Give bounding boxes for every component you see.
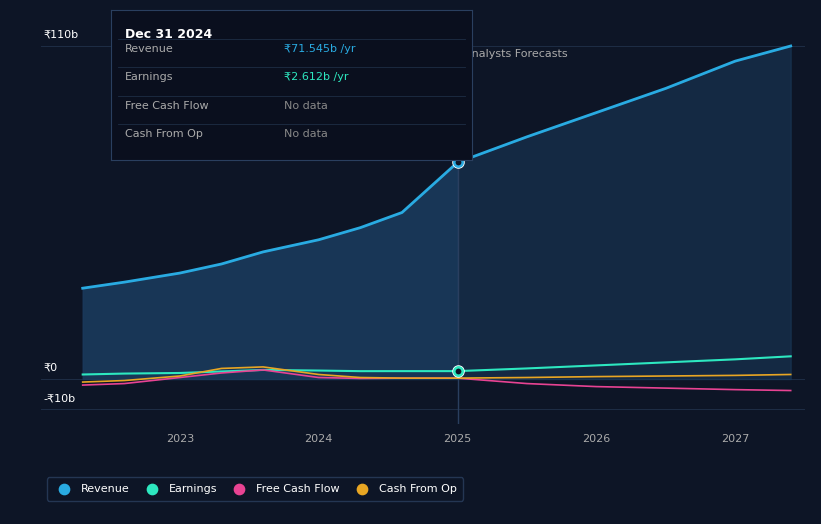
Text: Revenue: Revenue: [126, 44, 174, 54]
Text: Dec 31 2024: Dec 31 2024: [126, 28, 213, 41]
Text: ₹0: ₹0: [44, 363, 58, 373]
Text: Past: Past: [427, 49, 451, 59]
Text: ₹2.612b /yr: ₹2.612b /yr: [284, 72, 349, 82]
Text: No data: No data: [284, 101, 328, 111]
Text: Earnings: Earnings: [126, 72, 174, 82]
Text: No data: No data: [284, 129, 328, 139]
Text: ₹110b: ₹110b: [44, 30, 79, 40]
Text: ₹71.545b /yr: ₹71.545b /yr: [284, 44, 355, 54]
Text: Analysts Forecasts: Analysts Forecasts: [465, 49, 568, 59]
Text: Cash From Op: Cash From Op: [126, 129, 203, 139]
Legend: Revenue, Earnings, Free Cash Flow, Cash From Op: Revenue, Earnings, Free Cash Flow, Cash …: [47, 477, 463, 500]
Text: -₹10b: -₹10b: [44, 393, 76, 403]
Text: Free Cash Flow: Free Cash Flow: [126, 101, 209, 111]
